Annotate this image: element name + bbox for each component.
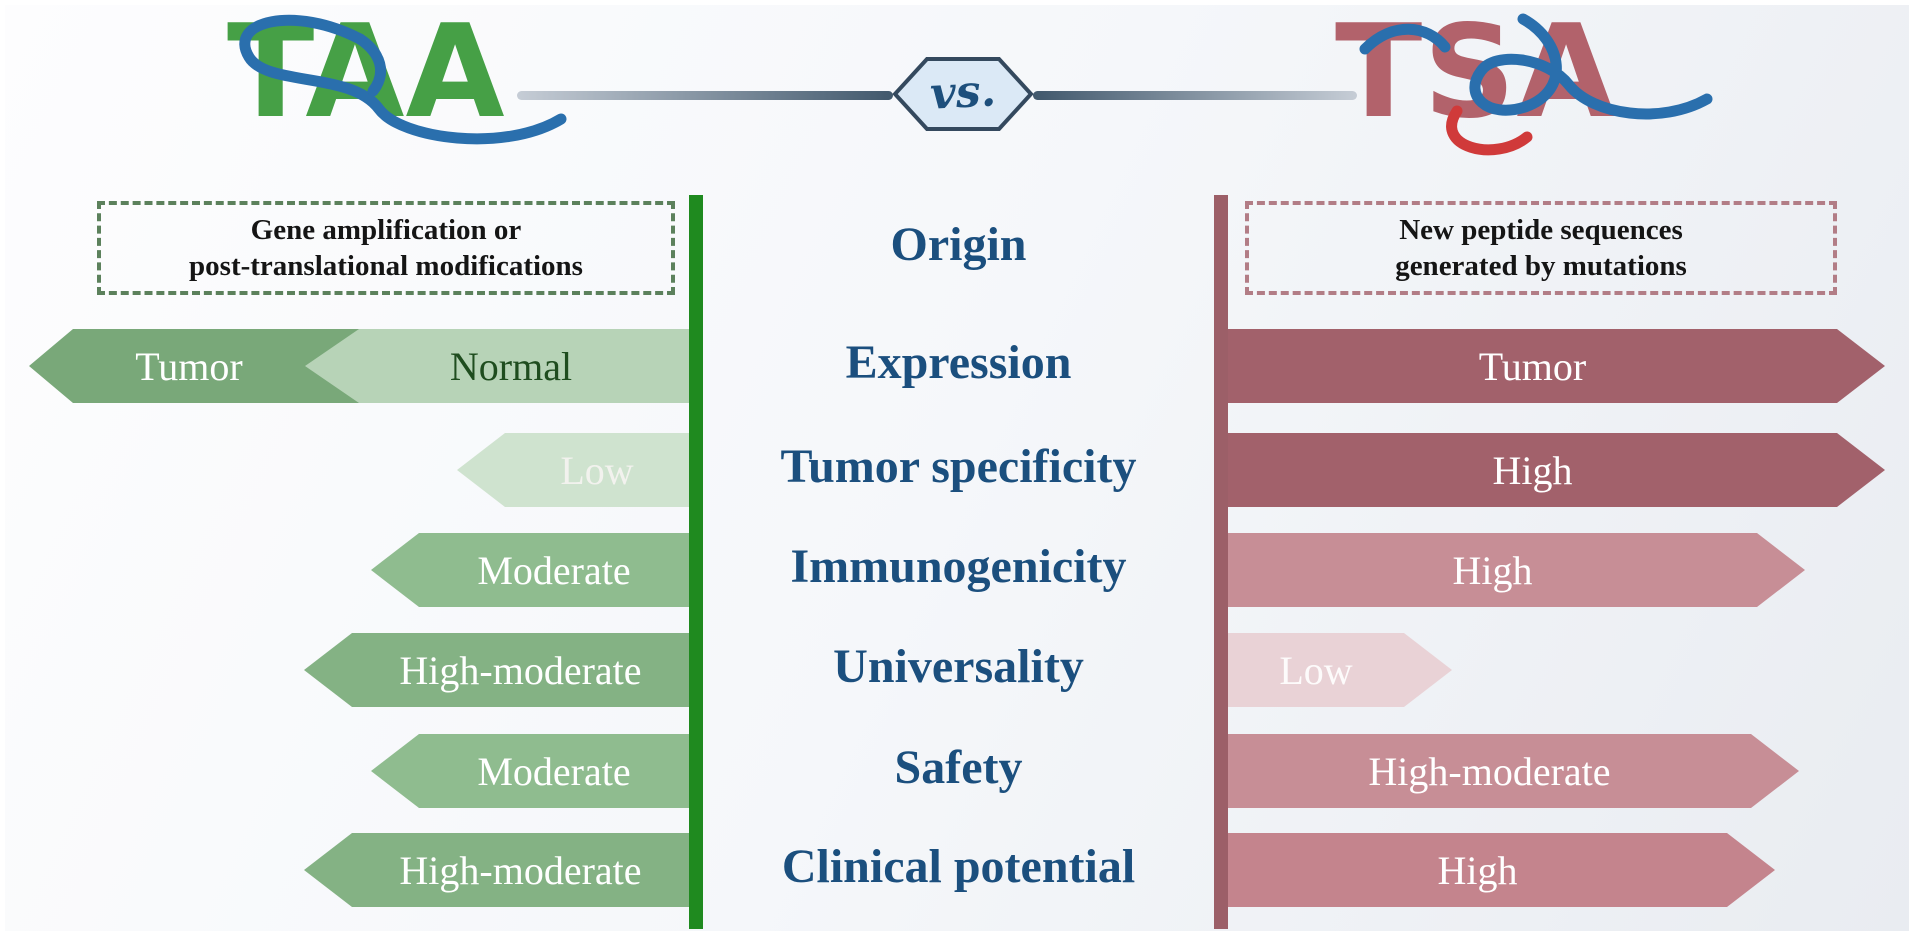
taa-tumor-specificity-arrow: Low	[457, 433, 689, 507]
taa-title: TAA	[227, 0, 506, 147]
attribute-label-origin: Origin	[890, 218, 1027, 271]
attribute-label-safety: Safety	[894, 741, 1023, 794]
vs-label: vs.	[928, 64, 998, 120]
taa-universality-arrow: High-moderate	[304, 633, 689, 707]
tsa-universality-arrow: Low	[1228, 633, 1452, 707]
taa-safety-arrow: Moderate	[371, 734, 689, 808]
taa-immunogenicity-arrow: Moderate	[371, 533, 689, 607]
tsa-origin-line1: New peptide sequences	[1399, 213, 1683, 246]
connector-line-right	[1033, 91, 1357, 100]
taa-divider-bar	[689, 195, 703, 929]
tsa-expression-arrow: Tumor	[1228, 329, 1885, 403]
attribute-label-tumor-specificity: Tumor specificity	[780, 440, 1137, 493]
taa-clinical-potential-arrow: High-moderate	[304, 833, 689, 907]
taa-expression-tumor-arrow: Tumor	[29, 329, 359, 403]
connector-line-left	[517, 91, 893, 100]
taa-expression-normal-arrow: Normal	[285, 329, 689, 403]
tsa-origin-box: New peptide sequences generated by mutat…	[1245, 201, 1837, 295]
tsa-divider-bar	[1214, 195, 1228, 929]
vs-hexagon-badge	[892, 57, 1034, 131]
attribute-label-immunogenicity: Immunogenicity	[790, 540, 1127, 593]
tsa-immunogenicity-arrow: High	[1228, 533, 1805, 607]
taa-origin-line1: Gene amplification or	[250, 213, 522, 246]
tsa-clinical-potential-arrow: High	[1228, 833, 1775, 907]
attribute-label-clinical-potential: Clinical potential	[781, 840, 1136, 893]
taa-origin-line2: post-translational modifications	[189, 250, 583, 282]
attribute-label-expression: Expression	[845, 336, 1072, 389]
taa-origin-box: Gene amplification or post-translational…	[97, 201, 675, 295]
tsa-tumor-specificity-arrow: High	[1228, 433, 1885, 507]
attribute-label-universality: Universality	[833, 640, 1084, 693]
tsa-safety-arrow: High-moderate	[1228, 734, 1799, 808]
tsa-origin-line2: generated by mutations	[1395, 250, 1687, 282]
tsa-title: TSA	[1335, 0, 1617, 147]
